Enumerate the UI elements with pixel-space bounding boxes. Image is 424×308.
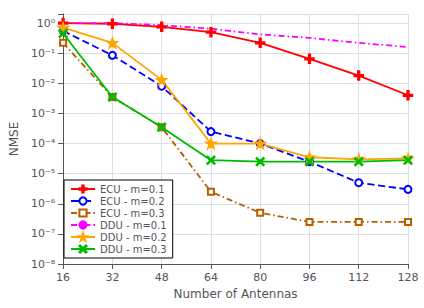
svg-text:ECU - m=0.2: ECU - m=0.2 <box>100 196 165 207</box>
svg-text:NMSE: NMSE <box>7 122 21 157</box>
svg-text:10⁻⁷: 10⁻⁷ <box>31 227 55 240</box>
svg-text:ECU - m=0.1: ECU - m=0.1 <box>100 184 165 195</box>
svg-text:128: 128 <box>398 271 419 284</box>
svg-text:10⁻³: 10⁻³ <box>31 107 55 120</box>
svg-text:DDU - m=0.3: DDU - m=0.3 <box>100 244 167 255</box>
svg-text:10⁻¹: 10⁻¹ <box>31 47 55 60</box>
svg-text:10⁻²: 10⁻² <box>31 77 55 90</box>
svg-text:10⁻⁸: 10⁻⁸ <box>31 258 56 271</box>
svg-text:32: 32 <box>105 271 119 284</box>
svg-text:10⁻⁵: 10⁻⁵ <box>31 167 55 180</box>
svg-text:10⁻⁴: 10⁻⁴ <box>31 137 56 150</box>
svg-text:80: 80 <box>253 271 267 284</box>
svg-text:48: 48 <box>155 271 169 284</box>
svg-text:ECU - m=0.3: ECU - m=0.3 <box>100 208 165 219</box>
svg-text:64: 64 <box>204 271 218 284</box>
svg-text:Number of Antennas: Number of Antennas <box>173 287 297 301</box>
svg-text:112: 112 <box>348 271 369 284</box>
svg-text:96: 96 <box>302 271 316 284</box>
svg-text:10⁻⁶: 10⁻⁶ <box>31 197 56 210</box>
svg-text:DDU - m=0.1: DDU - m=0.1 <box>100 220 167 231</box>
svg-text:10⁰: 10⁰ <box>37 17 56 30</box>
svg-text:DDU - m=0.2: DDU - m=0.2 <box>100 232 167 243</box>
svg-text:16: 16 <box>56 271 70 284</box>
